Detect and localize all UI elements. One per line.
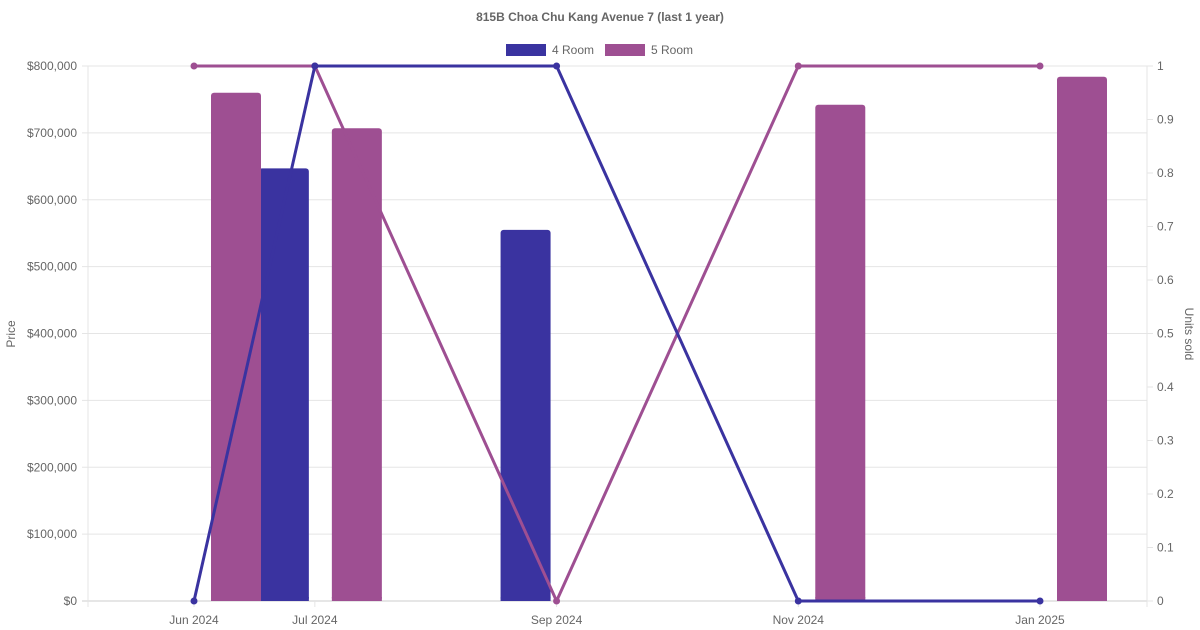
y-right-tick-label: 0.7 — [1157, 220, 1174, 234]
point-units-4-room — [311, 62, 319, 70]
legend-label-4-room: 4 Room — [552, 43, 594, 57]
y-right-tick-label: 0.4 — [1157, 380, 1174, 394]
y-left-tick-label: $300,000 — [27, 393, 77, 407]
y-left-tick-label: $700,000 — [27, 126, 77, 140]
x-tick-label: Jul 2024 — [292, 613, 338, 627]
point-units-4-room — [794, 597, 802, 605]
y-left-tick-label: $100,000 — [27, 527, 77, 541]
y-right-tick-label: 0.5 — [1157, 327, 1174, 341]
left-axis-ticks: $0 $100,000 $200,000 $300,000 $400,000 $500,0… — [27, 59, 77, 608]
bar-5-room — [211, 92, 261, 601]
x-axis-ticks: Jun 2024 Jul 2024 Sep 2024 Nov 2024 Jan 2025 — [169, 601, 1065, 627]
bar-base-5-room — [1057, 597, 1107, 601]
legend-swatch-5-room — [605, 44, 645, 56]
chart-title: 815B Choa Chu Kang Avenue 7 (last 1 year… — [476, 10, 724, 24]
bar-5-room — [815, 104, 866, 601]
point-units-5-room — [553, 597, 561, 605]
x-tick-label: Jan 2025 — [1015, 613, 1065, 627]
point-units-5-room — [1036, 62, 1044, 70]
point-units-5-room — [190, 62, 198, 70]
y-right-tick-label: 0.2 — [1157, 487, 1174, 501]
y-right-tick-label: 0 — [1157, 594, 1164, 608]
y-left-tick-label: $0 — [64, 594, 78, 608]
y-left-tick-label: $400,000 — [27, 327, 77, 341]
legend-label-5-room: 5 Room — [651, 43, 693, 57]
point-units-4-room — [1036, 597, 1044, 605]
y-left-tick-label: $600,000 — [27, 193, 77, 207]
y-right-tick-label: 0.3 — [1157, 434, 1174, 448]
point-units-5-room — [794, 62, 802, 70]
x-tick-label: Nov 2024 — [773, 613, 825, 627]
legend: 4 Room 5 Room — [506, 43, 693, 57]
lines — [190, 62, 1044, 605]
right-axis-ticks: 0 0.1 0.2 0.3 0.4 0.5 0.6 0.7 0.8 0.9 1 — [1147, 59, 1174, 608]
x-tick-label: Sep 2024 — [531, 613, 583, 627]
bar-5-room — [331, 128, 382, 601]
y-left-tick-label: $200,000 — [27, 460, 77, 474]
y-right-tick-label: 1 — [1157, 59, 1164, 73]
y-right-tick-label: 0.9 — [1157, 113, 1174, 127]
bar-base-5-room — [815, 597, 866, 601]
y-right-tick-label: 0.8 — [1157, 166, 1174, 180]
bar-base-5-room — [211, 597, 261, 601]
bar-base-5-room — [331, 597, 382, 601]
bar-base-4-room — [500, 597, 551, 601]
y-axis-left-title: Price — [4, 320, 18, 348]
y-left-tick-label: $800,000 — [27, 59, 77, 73]
y-axis-right-title: Units sold — [1182, 308, 1196, 361]
bar-4-room — [500, 229, 551, 601]
y-left-tick-label: $500,000 — [27, 260, 77, 274]
x-tick-label: Jun 2024 — [169, 613, 219, 627]
point-units-4-room — [553, 62, 561, 70]
point-units-4-room — [190, 597, 198, 605]
bars — [211, 76, 1107, 601]
bar-5-room — [1057, 76, 1107, 601]
y-right-tick-label: 0.6 — [1157, 273, 1174, 287]
legend-swatch-4-room — [506, 44, 546, 56]
bar-4-room — [258, 168, 309, 601]
bar-base-4-room — [258, 597, 309, 601]
y-right-tick-label: 0.1 — [1157, 541, 1174, 555]
